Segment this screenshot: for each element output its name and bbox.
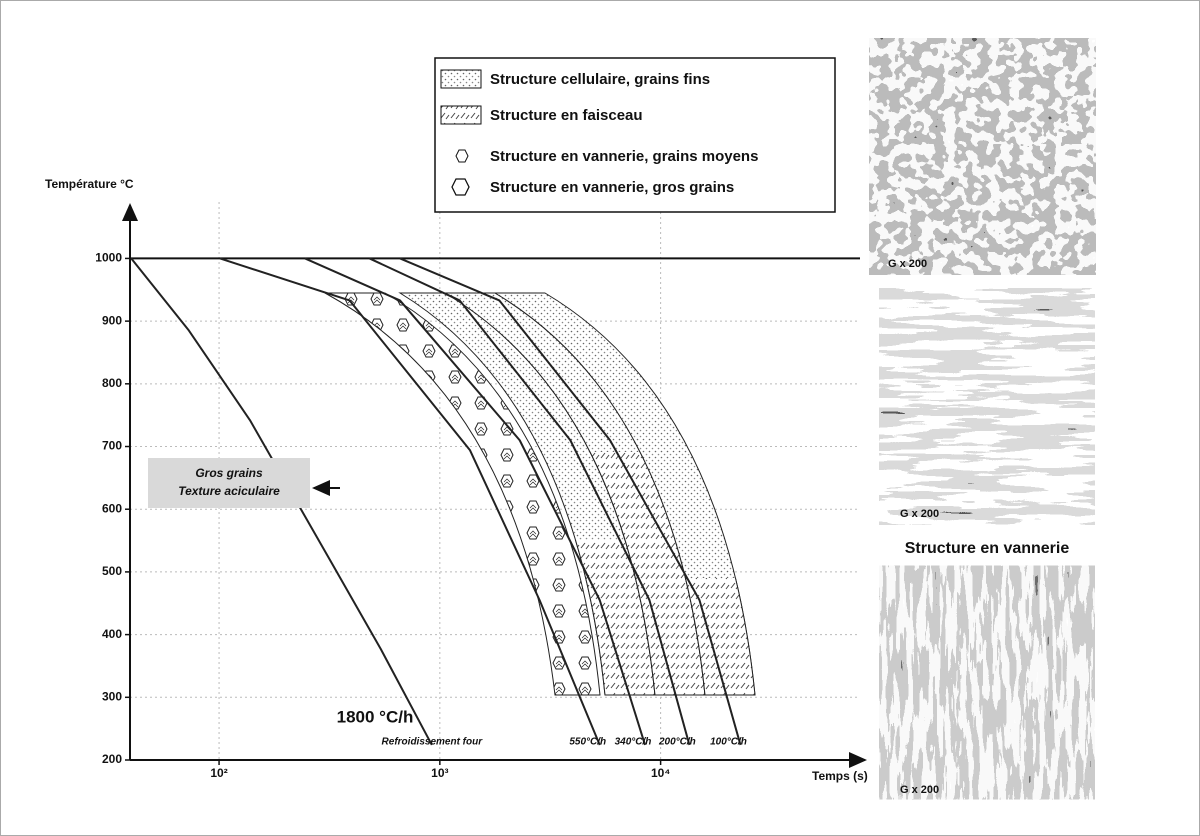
micrograph	[897, 585, 1077, 780]
cooling-curve	[304, 257, 646, 746]
image-title: Structure en vannerie	[905, 540, 1070, 557]
curve-label: 100°C/h	[710, 737, 747, 748]
note-box	[148, 458, 310, 508]
y-tick-label: 1000	[95, 251, 122, 265]
image-caption: G x 200	[900, 508, 939, 520]
band-faisceau	[684, 578, 756, 696]
x-tick-label: 10⁴	[651, 766, 670, 780]
legend-swatch	[451, 178, 470, 196]
curve-label: Refroidissement four	[382, 737, 484, 748]
curve-label: 200°C/h	[658, 737, 696, 748]
legend-label: Structure en faisceau	[490, 107, 643, 124]
legend-label: Structure en vannerie, gros grains	[490, 179, 734, 196]
image-title: (Widmanstätten)	[924, 565, 1049, 582]
y-axis-label: Température °C	[45, 177, 134, 191]
legend-swatch	[455, 149, 469, 163]
curve-label: 340°C/h	[615, 737, 652, 748]
legend-swatch	[440, 69, 482, 89]
note-text: Gros grains	[195, 466, 263, 480]
image-caption: G x 200	[900, 784, 939, 796]
y-tick-label: 900	[102, 313, 122, 327]
micrograph	[897, 308, 1077, 505]
y-tick-label: 400	[102, 627, 122, 641]
legend-swatch	[440, 105, 482, 125]
legend-label: Structure cellulaire, grains fins	[490, 71, 710, 88]
micrograph	[888, 58, 1077, 255]
y-tick-label: 200	[102, 752, 122, 766]
y-tick-label: 300	[102, 689, 122, 703]
x-tick-label: 10²	[210, 766, 227, 780]
annotation: 1800 °C/h	[337, 707, 414, 726]
image-title: Structure cellulaire	[910, 37, 1055, 54]
image-caption: G x 200	[888, 258, 927, 270]
image-title: Structure en faisceau	[906, 291, 1069, 308]
note-text: Texture aciculaire	[178, 484, 280, 498]
y-tick-label: 700	[102, 439, 122, 453]
y-tick-label: 800	[102, 376, 122, 390]
cooling-curve	[219, 257, 601, 746]
y-tick-label: 500	[102, 564, 122, 578]
cooling-curve	[369, 257, 691, 746]
x-axis-label: Temps (s)	[812, 769, 868, 783]
legend-label: Structure en vannerie, grains moyens	[490, 148, 758, 165]
legend	[434, 57, 836, 213]
curve-label: 550°C/h	[569, 737, 606, 748]
cooling-curve	[399, 257, 742, 746]
y-tick-label: 600	[102, 501, 122, 515]
x-tick-label: 10³	[431, 766, 448, 780]
